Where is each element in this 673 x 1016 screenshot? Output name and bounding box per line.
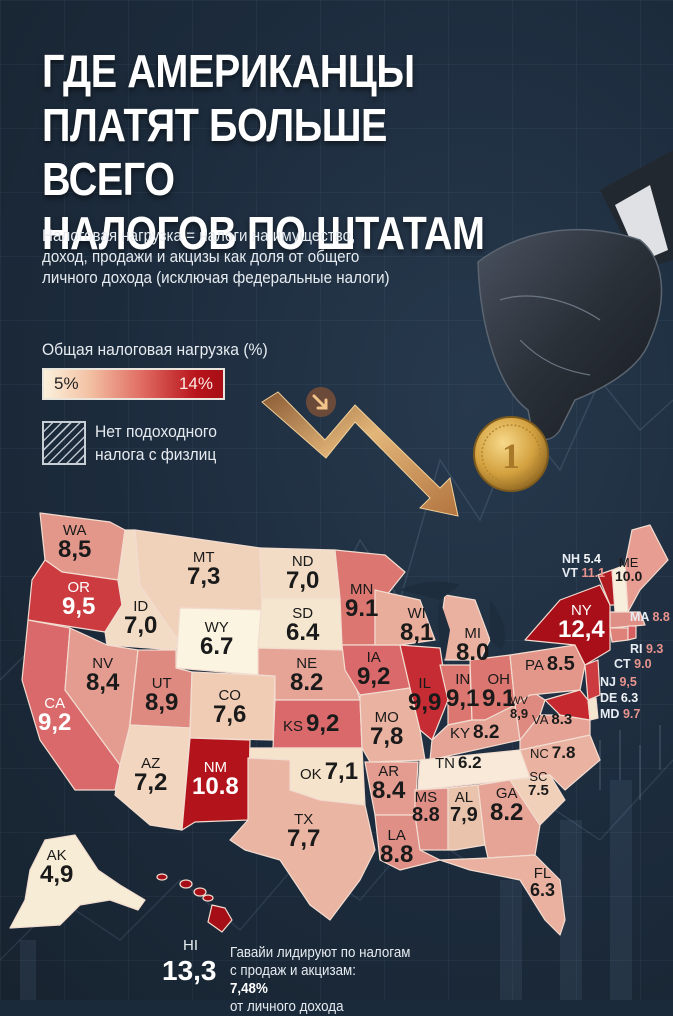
label-SD: SD 6.4 bbox=[286, 605, 320, 646]
label-NV: NV 8,4 bbox=[86, 655, 120, 696]
title-line-2: ПЛАТЯТ БОЛЬШЕ ВСЕГО bbox=[42, 99, 387, 205]
label-ID: ID 7,0 bbox=[124, 598, 158, 639]
legend-color-scale: 5% 14% bbox=[42, 368, 225, 400]
state-NM bbox=[181, 737, 251, 831]
label-ND: ND 7,0 bbox=[286, 553, 320, 594]
state-MA bbox=[609, 611, 646, 629]
label-UT: UT 8,9 bbox=[145, 675, 179, 716]
label-AK: AK 4,9 bbox=[40, 847, 74, 888]
coin-icon: 1 bbox=[473, 416, 549, 492]
label-MO: MO 7,8 bbox=[370, 709, 404, 750]
label-VA: VA 8.3 bbox=[532, 711, 573, 728]
state-MS bbox=[414, 787, 449, 851]
state-CT bbox=[609, 627, 629, 643]
title-line-3: НАЛОГОВ ПО ШТАТАМ bbox=[42, 207, 485, 259]
label-IL: IL 9,9 bbox=[408, 675, 442, 716]
label-NY: NY 12,4 bbox=[558, 602, 605, 643]
label-WY: WY 6.7 bbox=[200, 619, 234, 660]
state-DE bbox=[587, 697, 599, 721]
label-OR: OR 9,5 bbox=[62, 579, 96, 620]
label-TX: TX 7,7 bbox=[287, 811, 321, 852]
callout-CT: CT 9.0 bbox=[614, 657, 652, 671]
subtitle-line-3: личного дохода (исключая федеральные нал… bbox=[42, 269, 390, 287]
label-HI-abbr: HI bbox=[183, 937, 198, 954]
label-GA: GA 8.2 bbox=[490, 785, 524, 826]
callout-MD: MD 9.7 bbox=[600, 707, 641, 721]
label-CA: CA 9,2 bbox=[38, 695, 72, 736]
legend-max-label: 14% bbox=[178, 374, 213, 393]
callout-NJ: NJ 9,5 bbox=[600, 675, 637, 689]
label-KY: KY 8.2 bbox=[450, 722, 500, 743]
page-title: ГДЕ АМЕРИКАНЦЫ ПЛАТЯТ БОЛЬШЕ ВСЕГО НАЛОГ… bbox=[42, 44, 524, 260]
subtitle-line-2: доход, продажи и акцизы как доля от обще… bbox=[42, 248, 360, 266]
state-TX bbox=[229, 757, 376, 921]
note-line-2: с продаж и акцизам: 7,48% bbox=[230, 963, 356, 997]
svg-text:1: 1 bbox=[502, 436, 520, 476]
label-OH: OH 9.1 bbox=[482, 671, 516, 712]
label-NC: NC 7.8 bbox=[530, 743, 576, 762]
label-AR: AR 8.4 bbox=[372, 763, 406, 804]
callout-MA: MA 8.8 bbox=[630, 610, 670, 624]
legend-min-label: 5% bbox=[54, 374, 79, 393]
label-WV: WV 8,9 bbox=[510, 695, 529, 721]
label-MS: MS 8.8 bbox=[412, 789, 440, 826]
state-RI bbox=[627, 625, 637, 641]
hatch-pattern-icon bbox=[42, 421, 86, 465]
callout-RI: RI 9.3 bbox=[630, 642, 664, 656]
label-HI-value: 13,3 bbox=[162, 955, 217, 986]
legend-title: Общая налоговая нагрузка (%) bbox=[42, 340, 268, 359]
hatch-label-line-2: налога с физлиц bbox=[95, 445, 217, 464]
note-line-1: Гавайи лидируют по налогам bbox=[230, 945, 411, 961]
label-MT: MT 7,3 bbox=[187, 549, 221, 590]
label-AL: AL 7,9 bbox=[450, 789, 478, 826]
state-NC bbox=[509, 734, 601, 791]
label-NE: NE 8.2 bbox=[290, 655, 324, 696]
state-FL bbox=[439, 854, 566, 936]
label-MI: MI 8.0 bbox=[456, 625, 490, 666]
state-AL bbox=[447, 784, 486, 851]
label-SC: SC 7.5 bbox=[528, 769, 549, 799]
down-trend-arrow-icon bbox=[261, 387, 459, 517]
label-KS: KS 9,2 bbox=[283, 710, 340, 737]
callout-NH: NH 5.4 bbox=[562, 552, 601, 566]
label-MN: MN 9.1 bbox=[345, 581, 379, 622]
hatch-legend-label: Нет подоходного налога с физлиц bbox=[95, 420, 217, 466]
label-WI: WI 8,1 bbox=[400, 605, 434, 646]
label-PA: PA 8.5 bbox=[525, 653, 575, 675]
label-CO: CO 7,6 bbox=[213, 687, 247, 728]
label-FL: FL 6.3 bbox=[530, 865, 556, 900]
state-AK bbox=[9, 834, 146, 929]
subtitle: Налоговая нагрузка = налоги на имущество… bbox=[42, 226, 447, 289]
state-HI bbox=[156, 873, 233, 933]
state-AZ bbox=[114, 724, 191, 831]
subtitle-line-1: Налоговая нагрузка = налоги на имущество… bbox=[42, 227, 356, 245]
gloved-hand-icon bbox=[477, 150, 673, 441]
label-TN: TN 6.2 bbox=[435, 753, 482, 772]
label-IN: IN 9,1 bbox=[446, 671, 480, 712]
state-KY bbox=[429, 704, 521, 761]
label-NM: NM 10.8 bbox=[192, 759, 239, 800]
label-LA: LA 8.8 bbox=[380, 827, 414, 868]
callout-DE: DE 6.3 bbox=[600, 691, 639, 705]
note-line-3: от личного дохода bbox=[230, 999, 344, 1015]
label-WA: WA 8,5 bbox=[58, 522, 92, 563]
label-ME: ME 10.0 bbox=[615, 555, 643, 584]
label-OK: OK 7,1 bbox=[300, 758, 359, 785]
hawaii-annotation: Гавайи лидируют по налогам с продаж и ак… bbox=[230, 944, 410, 1016]
label-IA: IA 9,2 bbox=[357, 649, 391, 690]
hatch-label-line-1: Нет подоходного bbox=[95, 422, 217, 441]
callout-VT: VT 11.1 bbox=[562, 566, 606, 580]
title-line-1: ГДЕ АМЕРИКАНЦЫ bbox=[42, 45, 415, 97]
label-AZ: AZ 7,2 bbox=[134, 755, 168, 796]
state-NJ bbox=[584, 659, 601, 701]
